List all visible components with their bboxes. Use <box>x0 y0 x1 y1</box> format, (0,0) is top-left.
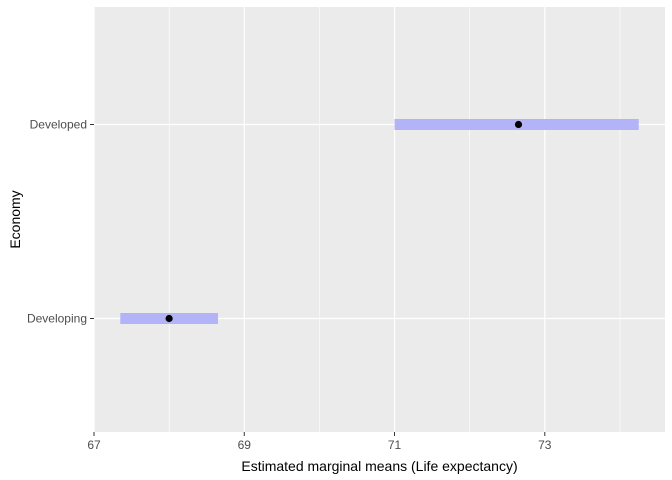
mean-point-developing <box>165 314 173 323</box>
y-tick-label: Developed <box>30 118 87 132</box>
y-axis-title: Economy <box>7 190 23 248</box>
x-tick-label: 69 <box>238 438 252 452</box>
x-tick-label: 67 <box>87 438 101 452</box>
x-tick-label: 73 <box>538 438 552 452</box>
x-axis-title: Estimated marginal means (Life expectanc… <box>241 458 517 474</box>
axes: 67 69 71 73 Developing Developed <box>27 118 552 453</box>
mean-point-developed <box>514 120 523 129</box>
x-tick-label: 71 <box>388 438 402 452</box>
mean-points <box>165 120 523 323</box>
y-tick-label: Developing <box>27 312 87 326</box>
plot-panel <box>94 7 665 432</box>
